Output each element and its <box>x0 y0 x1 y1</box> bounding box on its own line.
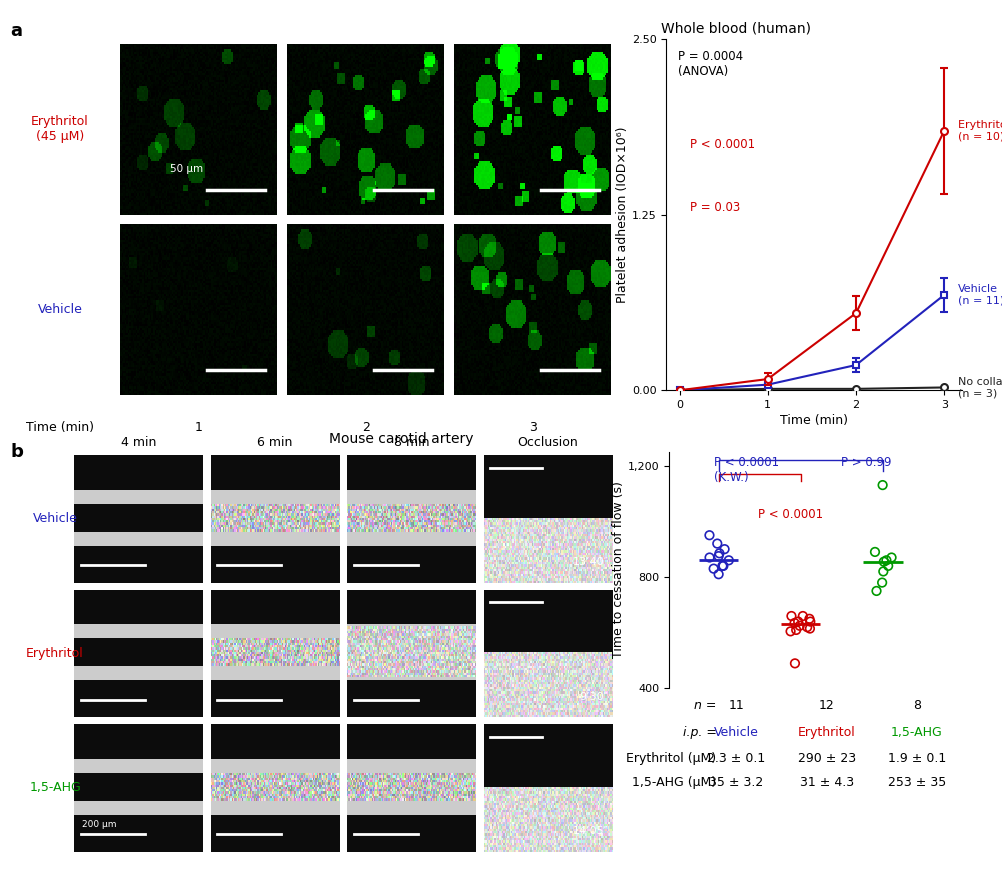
Text: 1,5-AHG: 1,5-AHG <box>891 726 943 738</box>
Text: 8: 8 <box>913 700 921 712</box>
Text: 3: 3 <box>529 421 537 434</box>
Text: n =: n = <box>694 700 716 712</box>
Text: P < 0.0001: P < 0.0001 <box>690 138 756 151</box>
Point <box>867 545 883 559</box>
Y-axis label: Platelet adhesion (IOD×10⁶): Platelet adhesion (IOD×10⁶) <box>616 126 629 303</box>
Text: b: b <box>10 443 23 461</box>
Text: 31 ± 4.3: 31 ± 4.3 <box>800 776 854 788</box>
Point <box>709 537 725 551</box>
Text: 290 ± 23: 290 ± 23 <box>798 752 856 765</box>
Text: P > 0.99: P > 0.99 <box>841 456 891 469</box>
Text: 1,5-AHG (μM): 1,5-AHG (μM) <box>632 776 716 788</box>
Point <box>716 542 732 556</box>
Text: Occlusion: Occlusion <box>518 436 578 449</box>
Point <box>869 584 885 598</box>
Text: Vehicle
(n = 11): Vehicle (n = 11) <box>958 284 1002 306</box>
Text: a: a <box>10 22 22 40</box>
Text: 2: 2 <box>362 421 370 434</box>
Point <box>789 623 805 637</box>
Text: 13’40″: 13’40″ <box>572 557 608 567</box>
Point <box>784 609 800 623</box>
Text: Erythritol (μM): Erythritol (μM) <box>626 752 716 765</box>
Point <box>795 609 811 623</box>
Text: Erythritol
(45 μM): Erythritol (45 μM) <box>31 116 89 143</box>
Point <box>874 575 890 589</box>
Text: 6 min: 6 min <box>258 436 293 449</box>
Text: Vehicle: Vehicle <box>33 512 77 525</box>
Point <box>876 554 892 568</box>
Text: 35 ± 3.2: 35 ± 3.2 <box>709 776 764 788</box>
Text: Erythritol: Erythritol <box>798 726 856 738</box>
Point <box>705 561 721 575</box>
Point <box>715 559 731 573</box>
Text: 253 ± 35: 253 ± 35 <box>888 776 946 788</box>
Point <box>802 612 818 626</box>
Point <box>879 553 895 567</box>
Point <box>800 620 816 634</box>
Text: 50 μm: 50 μm <box>169 164 202 174</box>
X-axis label: Time (min): Time (min) <box>781 414 848 427</box>
Point <box>701 551 717 565</box>
Text: 1,5-AHG: 1,5-AHG <box>29 781 81 795</box>
Text: 11: 11 <box>728 700 744 712</box>
Text: Whole blood (human): Whole blood (human) <box>661 22 812 36</box>
Point <box>875 478 891 492</box>
Text: 4 min: 4 min <box>120 436 156 449</box>
Text: Mouse carotid artery: Mouse carotid artery <box>329 431 473 446</box>
Point <box>876 565 892 579</box>
Point <box>787 616 803 630</box>
Text: 200 μm: 200 μm <box>82 820 116 829</box>
Point <box>803 615 819 629</box>
Text: 1.9 ± 0.1: 1.9 ± 0.1 <box>888 752 946 765</box>
Point <box>710 549 726 563</box>
Point <box>783 624 799 638</box>
Y-axis label: Time to cessation of flow (s): Time to cessation of flow (s) <box>612 481 625 659</box>
Text: P = 0.03: P = 0.03 <box>690 201 740 214</box>
Text: 2.3 ± 0.1: 2.3 ± 0.1 <box>707 752 766 765</box>
Point <box>711 546 727 560</box>
Text: 8 min: 8 min <box>394 436 429 449</box>
Text: Vehicle: Vehicle <box>38 303 82 316</box>
Point <box>880 559 896 573</box>
Point <box>792 619 808 633</box>
Point <box>720 553 736 567</box>
Point <box>701 528 717 542</box>
Text: 1: 1 <box>194 421 202 434</box>
Text: Time (min): Time (min) <box>26 421 94 434</box>
Text: 9’30″: 9’30″ <box>579 692 608 702</box>
Text: Erythritol: Erythritol <box>26 647 84 660</box>
Text: P = 0.0004
(ANOVA): P = 0.0004 (ANOVA) <box>678 50 743 78</box>
Text: Erythritol 45 μM
(n = 10): Erythritol 45 μM (n = 10) <box>958 120 1002 141</box>
Text: i.p. =: i.p. = <box>682 726 716 738</box>
Point <box>791 615 807 629</box>
Point <box>714 559 730 573</box>
Point <box>787 656 803 670</box>
Text: No collagen
(n = 3): No collagen (n = 3) <box>958 376 1002 398</box>
Text: P < 0.0001: P < 0.0001 <box>758 509 823 522</box>
Point <box>884 551 900 565</box>
Text: 12: 12 <box>819 700 835 712</box>
Point <box>710 567 726 581</box>
Text: 14’05″: 14’05″ <box>572 826 608 837</box>
Point <box>802 622 818 636</box>
Text: Vehicle: Vehicle <box>714 726 759 738</box>
Text: P < 0.0001
(K.W.): P < 0.0001 (K.W.) <box>713 456 779 484</box>
